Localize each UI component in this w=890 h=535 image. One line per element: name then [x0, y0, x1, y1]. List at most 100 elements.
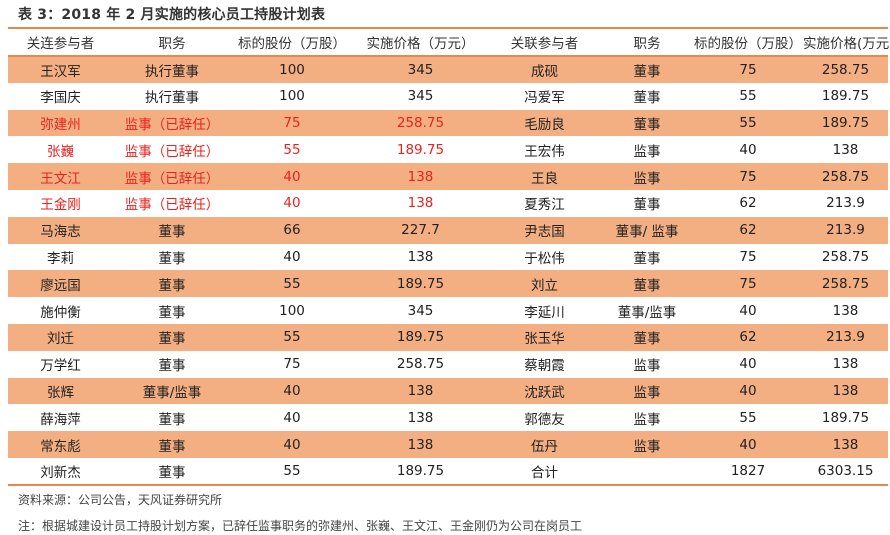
participant-price-right: 138: [832, 302, 859, 319]
participant-role-left: 执行董事: [145, 90, 199, 107]
participant-name-left: 王汉军: [8, 56, 113, 83]
participant-role-right: 董事: [601, 109, 693, 137]
table-row: 刘新杰 董事 55 189.75 合计 1827 6303.15: [8, 457, 888, 486]
participant-name-left: 马海志: [8, 216, 113, 244]
participant-price-left: 138: [353, 431, 488, 458]
participant-price-right: 189.75: [803, 109, 888, 137]
participant-shares-left: 40: [231, 163, 353, 190]
participant-name-right: 王宏伟: [524, 143, 565, 160]
participant-name-right: 王良: [488, 163, 601, 190]
participant-price-left: 189.75: [353, 270, 488, 298]
participant-name-left: 施仲衡: [40, 304, 81, 321]
participant-name-right: 夏秀江: [524, 197, 565, 214]
participant-role-left: 董事: [113, 270, 231, 298]
header-price-right: 实施价格(万元): [803, 27, 890, 57]
participant-shares-right: 1827: [693, 457, 803, 486]
participant-price-left: 138: [407, 195, 434, 212]
participant-name-right: 李延川: [524, 304, 565, 321]
participant-name-right: 于松伟: [524, 250, 565, 267]
header-role-left: 职务: [113, 27, 231, 57]
participant-name-right: 蔡朝霞: [524, 358, 565, 375]
participant-name-left: 刘迁: [8, 323, 113, 351]
participant-shares-left: 40: [283, 195, 301, 212]
participant-role-left: 监事（已辞任）: [113, 163, 231, 190]
participant-price-right: 189.75: [821, 88, 870, 105]
table-body: 王汉军 执行董事 100 345 成砚 董事 75 258.75 李国庆 执行董事 100 345 冯爱…: [8, 56, 888, 486]
participant-role-left: 董事: [158, 358, 186, 375]
header-participant-left: 关连参与者: [8, 27, 113, 57]
participant-role-right: 董事/ 监事: [601, 216, 693, 244]
participant-shares-left: 40: [231, 377, 353, 405]
table-header-row: 关连参与者 职务 标的股份（万股） 实施价格（万元） 关联参与者 职务 标的股份…: [8, 27, 890, 57]
participant-role-right: 董事: [601, 56, 693, 83]
participant-price-left: 258.75: [396, 356, 445, 373]
header-shares-left: 标的股份（万股）: [231, 27, 353, 57]
participant-name-right: 毛励良: [488, 109, 601, 137]
participant-price-left: 189.75: [353, 457, 488, 486]
participant-shares-right: 40: [693, 431, 803, 458]
participant-name-left: 廖远国: [8, 270, 113, 298]
participant-name-left: 常东彪: [8, 431, 113, 458]
table-row: 王汉军 执行董事 100 345 成砚 董事 75 258.75: [8, 56, 888, 83]
participant-price-left: 138: [353, 377, 488, 405]
participant-role-left: 监事（已辞任）: [113, 109, 231, 137]
participant-role-right: 董事: [601, 270, 693, 298]
participant-role-left: 董事: [158, 304, 186, 321]
participant-price-right: 189.75: [821, 409, 870, 426]
table-row: 李莉 董事 40 138 于松伟 董事 75 258.75: [8, 244, 888, 271]
participant-shares-right: 55: [693, 109, 803, 137]
participant-shares-right: 40: [739, 356, 757, 373]
participant-name-left: 李国庆: [40, 90, 81, 107]
table-row: 马海志 董事 66 227.7 尹志国 董事/ 监事 62 213.9: [8, 216, 888, 244]
participant-name-right: 成砚: [488, 56, 601, 83]
table-row: 王金刚 监事（已辞任） 40 138 夏秀江 董事 62 213.9: [8, 190, 888, 217]
participant-role-left: 董事/监事: [113, 377, 231, 405]
participant-role-right: 董事: [601, 323, 693, 351]
participant-name-right: 张玉华: [488, 323, 601, 351]
participant-name-right: 沈跃武: [488, 377, 601, 405]
participant-price-right: 258.75: [803, 270, 888, 298]
participant-role-right: 监事: [633, 143, 661, 160]
participant-price-right: 258.75: [803, 56, 888, 83]
participant-shares-left: 75: [231, 109, 353, 137]
participant-price-left: 345: [407, 302, 434, 319]
participant-shares-left: 100: [279, 88, 305, 105]
participant-role-left: 监事（已辞任）: [124, 143, 220, 160]
participant-name-left: 弥建州: [8, 109, 113, 137]
participant-name-left: 张辉: [8, 377, 113, 405]
participant-role-left: 董事: [113, 323, 231, 351]
participant-shares-right: 40: [739, 141, 757, 158]
table-row: 弥建州 监事（已辞任） 75 258.75 毛励良 董事 55 189.75: [8, 109, 888, 137]
table-row: 张巍 监事（已辞任） 55 189.75 王宏伟 监事 40 138: [8, 136, 888, 163]
participant-shares-right: 75: [693, 270, 803, 298]
table-row: 廖远国 董事 55 189.75 刘立 董事 75 258.75: [8, 270, 888, 298]
participant-price-right: 258.75: [821, 248, 870, 265]
participant-role-right: 监事: [601, 431, 693, 458]
participant-shares-right: 62: [693, 216, 803, 244]
header-shares-right: 标的股份（万股）: [693, 27, 803, 57]
participant-role-right: [601, 457, 693, 486]
participant-name-left: 刘新杰: [8, 457, 113, 486]
participant-price-right: 138: [832, 356, 859, 373]
participant-price-left: 345: [353, 56, 488, 83]
participant-role-right: 董事: [633, 250, 661, 267]
participant-shares-right: 75: [693, 163, 803, 190]
participant-shares-right: 55: [739, 88, 757, 105]
participant-name-left: 万学红: [40, 358, 81, 375]
participant-name-right: 刘立: [488, 270, 601, 298]
participant-shares-right: 62: [693, 323, 803, 351]
participant-name-left: 张巍: [47, 143, 74, 160]
table-row: 张辉 董事/监事 40 138 沈跃武 监事 40 138: [8, 377, 888, 405]
table-row: 施仲衡 董事 100 345 李延川 董事/监事 40 138: [8, 297, 888, 324]
participant-name-right: 合计: [488, 457, 601, 486]
participant-price-left: 138: [407, 409, 434, 426]
participant-price-right: 138: [832, 141, 859, 158]
participant-price-left: 189.75: [396, 141, 445, 158]
participant-shares-left: 100: [279, 302, 305, 319]
participant-role-right: 董事/监事: [617, 304, 677, 321]
participant-shares-right: 55: [739, 409, 757, 426]
participant-name-right: 伍丹: [488, 431, 601, 458]
participant-shares-right: 62: [739, 195, 757, 212]
header-role-right: 职务: [601, 27, 693, 57]
participant-price-right: 258.75: [803, 163, 888, 190]
